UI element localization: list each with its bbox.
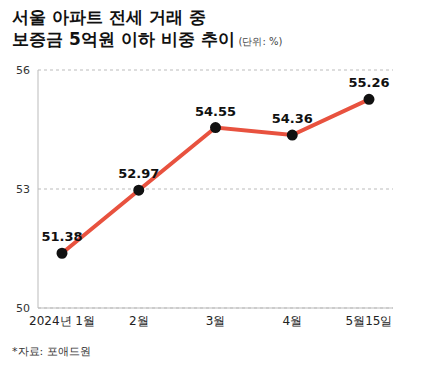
svg-text:52.97: 52.97 [118,166,159,181]
svg-text:55.26: 55.26 [348,75,389,90]
html-text:*자료: 포애드원: *자료: 포애드원 [12,345,91,358]
html-text:보증금 5억원 이하 비중 추이 (단위: %): 보증금 5억원 이하 비중 추이 (단위: %) [12,29,283,49]
svg-text:56: 56 [16,64,30,77]
svg-text:2월: 2월 [129,314,149,328]
svg-text:54.55: 54.55 [195,104,236,119]
svg-text:3월: 3월 [206,314,226,328]
svg-text:4월: 4월 [282,314,302,328]
svg-text:2024년 1월: 2024년 1월 [29,314,95,328]
svg-text:50: 50 [16,302,30,315]
svg-text:53: 53 [16,183,30,196]
svg-text:5월15일: 5월15일 [346,314,393,328]
svg-text:51.38: 51.38 [41,229,82,244]
html-text:서울 아파트 전세 거래 중: 서울 아파트 전세 거래 중 [12,7,206,27]
svg-text:54.36: 54.36 [272,111,313,126]
